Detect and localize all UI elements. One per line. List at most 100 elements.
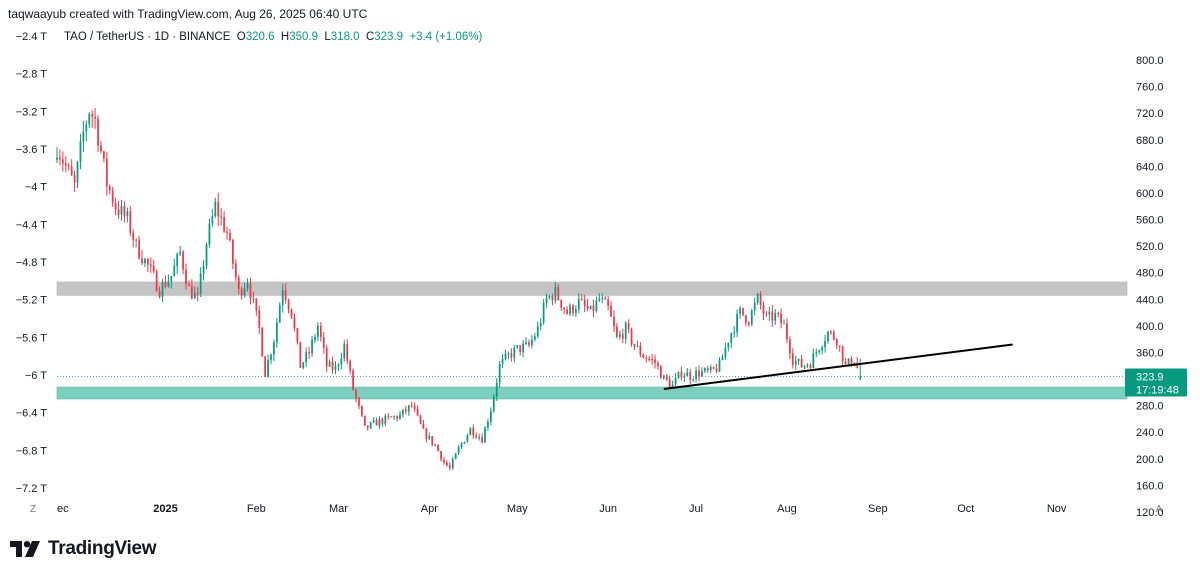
candle-body (296, 328, 299, 343)
candle-body (604, 298, 607, 300)
candle-body (267, 360, 269, 377)
candle-body (103, 151, 105, 159)
candle-body (803, 365, 806, 368)
candle-body (475, 435, 478, 438)
candle-body (185, 269, 187, 285)
candle-body (492, 396, 495, 412)
candle-body (463, 441, 466, 444)
candle-body (531, 339, 533, 346)
candle-body (270, 354, 272, 361)
right-axis-tick-label: 600.0 (1136, 188, 1164, 200)
candle-body (240, 288, 243, 296)
candle-body (618, 334, 621, 337)
candle-body (487, 421, 489, 428)
candle-body (443, 459, 445, 463)
candle-body (117, 209, 120, 215)
candle-body (788, 339, 791, 354)
candle-body (830, 331, 832, 333)
candle-body (454, 453, 457, 460)
candle-body (188, 284, 190, 287)
candle-body (706, 368, 709, 371)
symbol-name[interactable]: TAO / TetherUS · 1D · BINANCE (64, 31, 231, 43)
candle-body (598, 298, 601, 301)
candle-body (472, 427, 475, 436)
candle-body (70, 166, 73, 176)
candle-body (120, 206, 123, 215)
candle-body (554, 287, 557, 301)
candle-body (586, 305, 589, 309)
time-axis-label: Sep (868, 503, 888, 515)
auto-scale-right-button[interactable]: A (1156, 504, 1163, 515)
candle-body (293, 317, 296, 329)
candle-body (569, 305, 571, 314)
candle-body (689, 372, 692, 380)
price-chart[interactable]: −2.4 T −2.8 T −3.2 T −3.6 T −4 T −4.4 T −4.8 T… (0, 24, 1200, 524)
candle-body (305, 351, 308, 363)
left-axis-tick-label: −2.8 T (16, 69, 48, 81)
candle-body (460, 443, 463, 448)
candle-body (847, 358, 850, 364)
candle-body (428, 436, 431, 439)
candle-body (680, 371, 683, 378)
candle-body (478, 437, 481, 439)
candle-body (794, 360, 797, 365)
candle-body (319, 325, 322, 338)
time-axis[interactable]: ec 2025 Feb Mar Apr May Jun Jul Aug Sep Oct Nov Z A (30, 503, 1163, 515)
candle-body (446, 462, 448, 466)
candle-body (469, 427, 472, 436)
candle-body (671, 384, 674, 388)
candle-body (290, 309, 293, 318)
candle-body (566, 309, 568, 314)
candle-body (601, 298, 604, 300)
candle-body (413, 405, 416, 410)
candle-body (654, 359, 656, 363)
candle-body (616, 326, 618, 337)
candle-body (683, 375, 686, 378)
candle-body (299, 342, 302, 368)
candle-body (79, 141, 82, 163)
symbol-legend: TAO / TetherUS · 1D · BINANCE O320.6 H35… (64, 31, 482, 43)
left-price-axis[interactable]: −2.4 T −2.8 T −3.2 T −3.6 T −4 T −4.4 T −4.8 T… (16, 31, 48, 495)
candle-body (358, 398, 360, 407)
left-axis-tick-label: −4 T (25, 182, 47, 194)
right-price-axis[interactable]: 800.0 760.0 720.0 680.0 640.0 600.0 560.0 520.0… (1136, 55, 1164, 519)
left-axis-tick-label: −3.2 T (16, 106, 48, 118)
candle-body (61, 159, 64, 164)
right-axis-tick-label: 760.0 (1136, 82, 1164, 94)
candle-body (536, 326, 539, 337)
trendline-layer[interactable] (663, 343, 1013, 391)
candle-body (111, 190, 114, 203)
candle-body (692, 379, 695, 381)
tradingview-logo[interactable]: TradingView (10, 538, 157, 560)
candle-body (378, 418, 381, 426)
candle-body (314, 336, 316, 340)
candle-body (812, 353, 815, 369)
candle-body (703, 368, 706, 372)
zones-layer (56, 281, 1128, 400)
candle-body (82, 131, 85, 142)
candle-body (660, 366, 662, 379)
candle-body (838, 345, 841, 347)
candle-body (331, 361, 334, 370)
candle-body (360, 406, 363, 416)
candle-body (756, 293, 759, 303)
candle-body (205, 244, 208, 266)
high-label: H (280, 31, 290, 43)
candle-body (539, 322, 542, 327)
auto-scale-left-button[interactable]: Z (30, 504, 36, 515)
candle-body (281, 290, 284, 306)
candle-body (88, 113, 91, 125)
candle-body (522, 343, 524, 353)
left-axis-tick-label: −6.4 T (16, 408, 48, 420)
right-axis-tick-label: 680.0 (1136, 135, 1164, 147)
candle-body (827, 331, 829, 341)
candle-body (668, 379, 671, 388)
candle-body (844, 361, 847, 364)
left-axis-tick-label: −4.4 T (16, 219, 48, 231)
candle-body (73, 175, 76, 183)
candle-body (712, 367, 715, 369)
candle-body (542, 303, 545, 323)
candle-body (504, 353, 507, 359)
candle-body (742, 307, 744, 316)
candle-body (308, 351, 310, 354)
